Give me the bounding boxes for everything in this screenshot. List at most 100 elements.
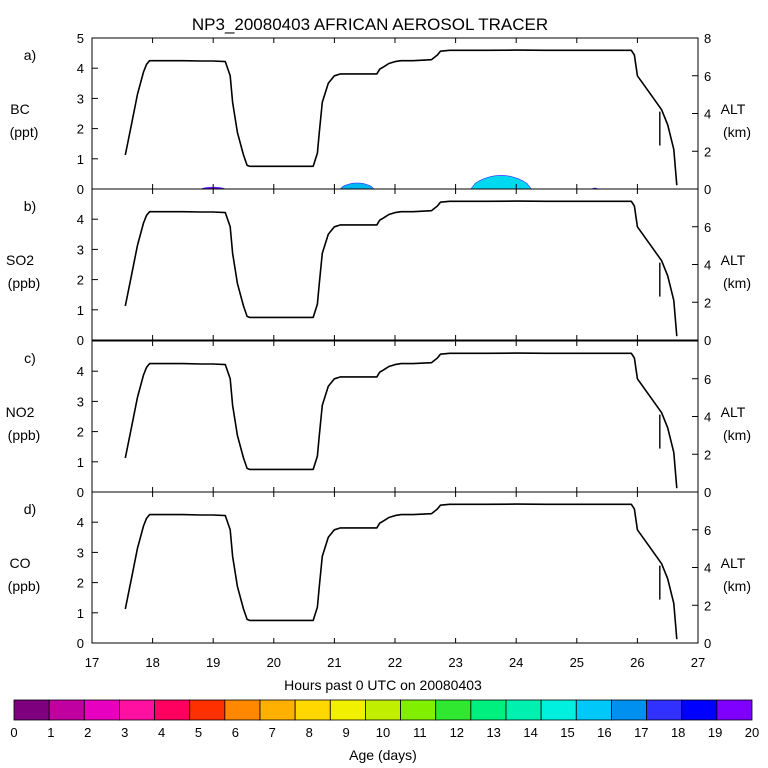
- species-label: BC: [10, 101, 29, 117]
- panel-bc: 0 1 2 3 4 5 0 2 4 6 8 a) BC (ppt) ALT (km): [10, 31, 751, 197]
- altitude-trace: [124, 503, 678, 640]
- colorbar-swatch: [575, 699, 612, 721]
- left-tick-label: 2: [77, 576, 84, 591]
- right-tick-label: 0: [704, 636, 711, 651]
- colorbar-swatch: [400, 699, 437, 721]
- left-tick-label: 1: [77, 303, 84, 318]
- colorbar-tick-label: 4: [158, 725, 165, 740]
- left-tick-label: 1: [77, 606, 84, 621]
- right-tick-label: 4: [704, 561, 711, 576]
- x-tick-label: 23: [448, 655, 462, 670]
- right-tick-label: 0: [704, 333, 711, 348]
- colorbar-swatch: [83, 699, 120, 721]
- colorbar-swatch: [716, 699, 753, 721]
- right-tick-label: 2: [704, 144, 711, 159]
- x-tick-label: 20: [267, 655, 281, 670]
- colorbar-tick-label: 1: [47, 725, 54, 740]
- colorbar-swatch: [611, 699, 647, 721]
- colorbar-tick-label: 8: [306, 725, 313, 740]
- left-tick-label: 3: [77, 242, 84, 257]
- colorbar-tick-label: 5: [195, 725, 202, 740]
- right-axis-units: (km): [723, 427, 751, 443]
- right-axis-units: (km): [723, 578, 751, 594]
- x-tick-label: 26: [630, 655, 644, 670]
- right-tick-label: 6: [704, 372, 711, 387]
- left-tick-label: 0: [77, 333, 84, 348]
- x-tick-label: 17: [85, 655, 99, 670]
- left-tick-label: 4: [77, 364, 84, 379]
- right-axis-label: ALT: [721, 101, 746, 117]
- x-tick-label: 27: [691, 655, 705, 670]
- colorbar-tick-label: 18: [671, 725, 685, 740]
- units-label: (ppb): [8, 275, 41, 291]
- right-tick-label: 6: [704, 69, 711, 84]
- panel-letter: d): [24, 501, 36, 517]
- panel-letter: b): [24, 198, 36, 214]
- left-tick-label: 4: [77, 212, 84, 227]
- left-tick-label: 0: [77, 485, 84, 500]
- x-axis: 17 18 19 20 21 22 23 24 25 26 27: [85, 655, 705, 670]
- right-tick-label: 0: [704, 485, 711, 500]
- colorbar-tick-label: 16: [597, 725, 611, 740]
- colorbar-tick-label: 0: [10, 725, 17, 740]
- colorbar-tick-label: 12: [450, 725, 464, 740]
- right-axis-label: ALT: [721, 555, 746, 571]
- x-tick-label: 24: [509, 655, 523, 670]
- left-tick-label: 2: [77, 425, 84, 440]
- species-label: NO2: [6, 404, 35, 420]
- right-tick-label: 4: [704, 107, 711, 122]
- left-tick-label: 3: [77, 394, 84, 409]
- colorbar-swatch: [681, 699, 718, 721]
- colorbar-swatch: [505, 699, 542, 721]
- x-tick-label: 25: [570, 655, 584, 670]
- colorbar-tick-label: 11: [413, 725, 427, 740]
- colorbar-tick-label: 7: [269, 725, 276, 740]
- right-axis-units: (km): [723, 275, 751, 291]
- left-tick-label: 2: [77, 122, 84, 137]
- colorbar-swatch: [189, 699, 226, 721]
- colorbar-swatch: [154, 699, 191, 721]
- left-tick-label: 5: [77, 31, 84, 46]
- colorbar-swatch: [435, 699, 472, 721]
- panel-letter: a): [24, 47, 36, 63]
- x-tick-label: 19: [206, 655, 220, 670]
- right-axis-label: ALT: [721, 252, 746, 268]
- right-tick-label: 0: [704, 182, 711, 197]
- colorbar-swatch: [259, 699, 296, 721]
- x-tick-label: 22: [388, 655, 402, 670]
- colorbar-swatch: [224, 699, 261, 721]
- left-tick-label: 0: [77, 182, 84, 197]
- colorbar-tick-label: 17: [634, 725, 648, 740]
- colorbar-tick-label: 15: [560, 725, 574, 740]
- left-tick-label: 2: [77, 273, 84, 288]
- colorbar-tick-label: 19: [708, 725, 722, 740]
- altitude-trace: [124, 200, 678, 337]
- species-label: SO2: [6, 252, 34, 268]
- right-axis-units: (km): [723, 124, 751, 140]
- panel-so2: 0 1 2 3 4 0 2 4 6 b) SO2 (ppb) ALT (km): [6, 188, 751, 348]
- colorbar-tick-label: 14: [523, 725, 537, 740]
- units-label: (ppt): [10, 124, 39, 140]
- colorbar-swatch: [329, 699, 366, 721]
- colorbar-swatch: [470, 699, 507, 721]
- units-label: (ppb): [8, 427, 41, 443]
- left-tick-label: 0: [77, 636, 84, 651]
- right-tick-label: 8: [704, 31, 711, 46]
- colorbar-tick-label: 10: [376, 725, 390, 740]
- colorbar-swatch: [13, 699, 50, 721]
- right-tick-label: 4: [704, 258, 711, 273]
- species-label: CO: [10, 555, 31, 571]
- right-axis-label: ALT: [721, 404, 746, 420]
- right-tick-label: 6: [704, 220, 711, 235]
- panels: 0 1 2 3 4 5 0 2 4 6 8 a) BC (ppt) ALT (km) 0 1 2 3 4 0 2 4 6 b) SO…: [6, 31, 751, 651]
- left-tick-label: 4: [77, 515, 84, 530]
- left-tick-label: 1: [77, 455, 84, 470]
- colorbar-swatch: [365, 699, 401, 721]
- left-tick-label: 1: [77, 152, 84, 167]
- left-tick-label: 3: [77, 545, 84, 560]
- colorbar-tick-label: 13: [486, 725, 500, 740]
- colorbar-tick-label: 2: [84, 725, 91, 740]
- panel-letter: c): [24, 350, 36, 366]
- altitude-trace: [124, 352, 678, 489]
- colorbar-label: Age (days): [349, 747, 417, 763]
